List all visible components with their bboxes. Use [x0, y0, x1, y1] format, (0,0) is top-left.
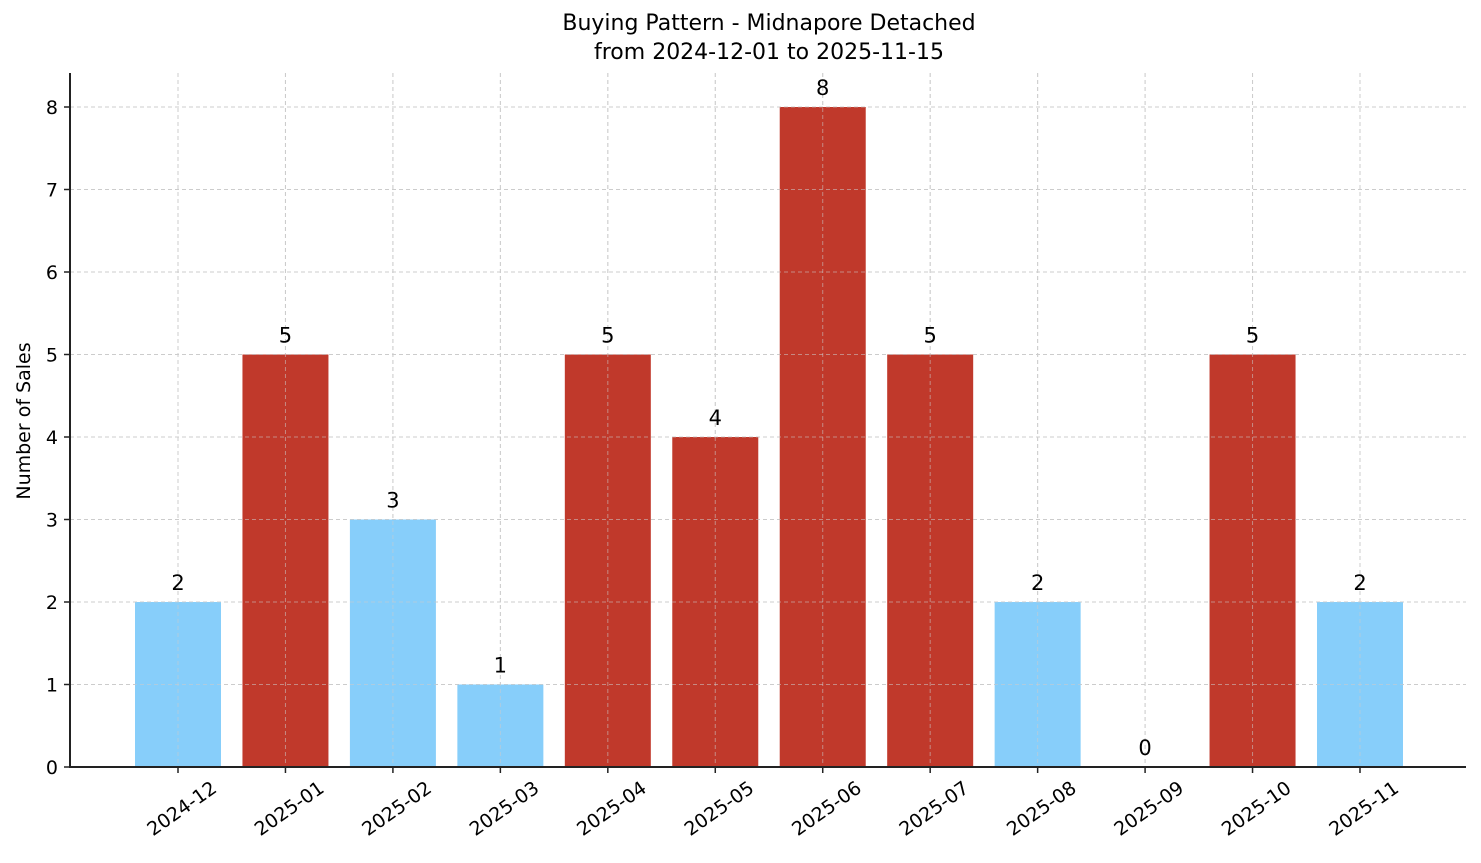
y-axis-ticks: 0 1 2 3 4 5 6 7 8: [46, 97, 70, 779]
y-tick-label: 1: [46, 675, 58, 697]
x-axis-ticks: 2024-12 2025-01 2025-02 2025-03 2025-04 2025-…: [143, 767, 1403, 841]
data-label: 5: [279, 324, 292, 348]
data-label: 5: [1246, 324, 1259, 348]
x-tick-label: 2025-08: [1003, 777, 1081, 841]
x-tick-label: 2025-04: [573, 777, 651, 841]
y-tick-label: 3: [46, 510, 58, 532]
data-label: 2: [1353, 571, 1366, 595]
data-label: 2: [1031, 571, 1044, 595]
data-label: 2: [171, 571, 184, 595]
data-label: 5: [923, 324, 936, 348]
y-tick-label: 2: [46, 592, 58, 614]
data-label: 1: [494, 654, 507, 678]
y-tick-label: 0: [46, 757, 58, 779]
x-tick-label: 2025-07: [895, 777, 973, 841]
x-tick-label: 2025-06: [788, 777, 866, 841]
y-tick-label: 8: [46, 97, 58, 119]
data-label: 3: [386, 489, 399, 513]
data-label: 0: [1138, 736, 1151, 760]
x-tick-label: 2025-05: [680, 777, 758, 841]
y-tick-label: 6: [46, 262, 58, 284]
data-label: 8: [816, 76, 829, 100]
y-tick-label: 5: [46, 345, 58, 367]
x-tick-label: 2025-03: [466, 777, 544, 841]
x-tick-label: 2025-10: [1218, 777, 1296, 841]
x-tick-label: 2025-09: [1110, 777, 1188, 841]
y-tick-label: 7: [46, 180, 58, 202]
grid-lines-overlay: [70, 73, 1466, 767]
y-axis-label: Number of Sales: [13, 342, 35, 499]
x-tick-label: 2025-01: [251, 777, 329, 841]
x-tick-label: 2025-02: [358, 777, 436, 841]
data-label: 4: [709, 406, 722, 430]
chart-subtitle: from 2024-12-01 to 2025-11-15: [594, 40, 944, 65]
y-tick-label: 4: [46, 427, 58, 449]
data-labels: 2 5 3 1 5 4 8 5 2 0 5 2: [171, 76, 1366, 760]
data-label: 5: [601, 324, 614, 348]
x-tick-label: 2024-12: [143, 777, 221, 841]
x-tick-label: 2025-11: [1325, 777, 1403, 841]
chart-title: Buying Pattern - Midnapore Detached: [562, 11, 976, 36]
